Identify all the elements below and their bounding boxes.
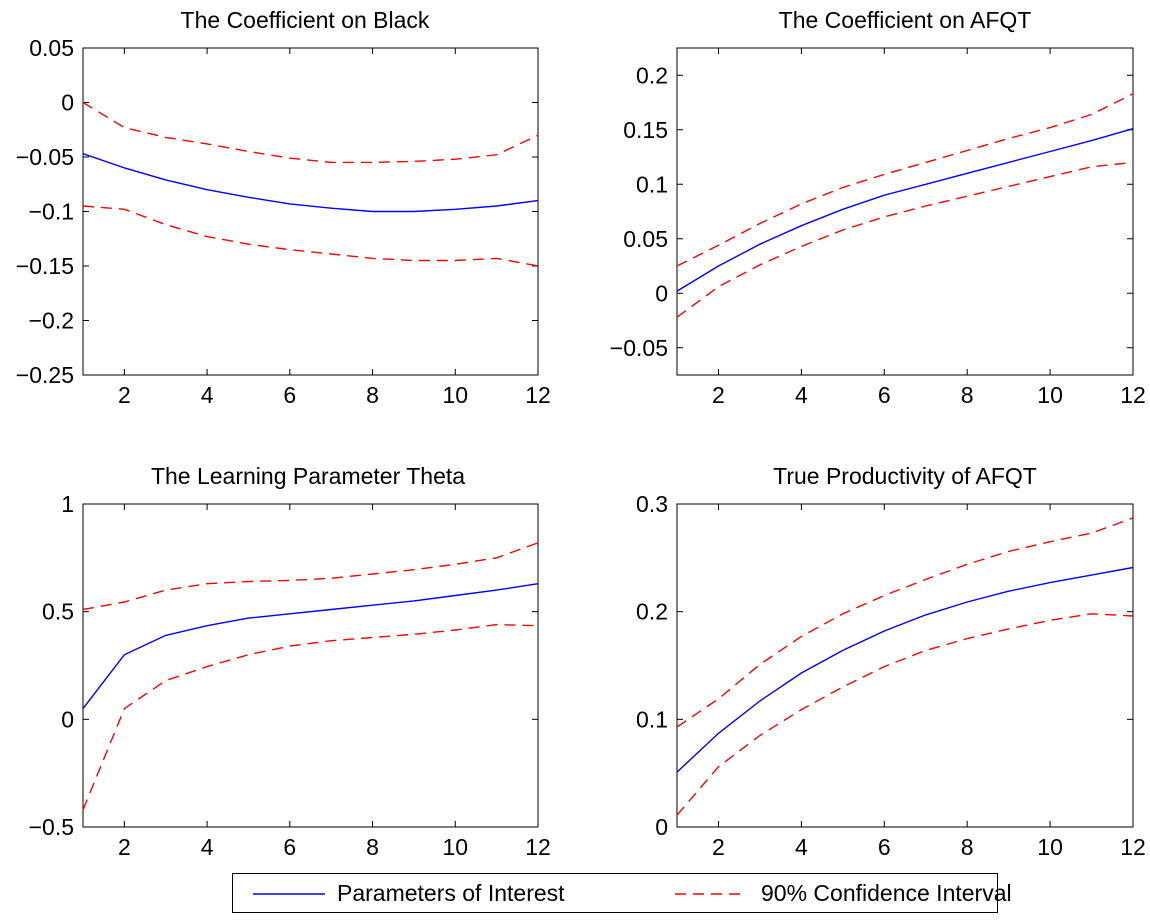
y-tick-label: 0: [61, 706, 74, 732]
x-tick-label: 8: [366, 834, 379, 860]
legend: Parameters of Interest 90% Confidence In…: [232, 873, 1012, 913]
x-tick-label: 10: [442, 834, 468, 860]
x-tick-label: 10: [1037, 834, 1063, 860]
chart-title: The Coefficient on AFQT: [779, 7, 1032, 33]
y-tick-label: 0.05: [623, 226, 668, 252]
series-line-ci-lower: [676, 613, 1134, 816]
x-tick-label: 6: [283, 382, 296, 408]
x-tick-label: 8: [366, 382, 379, 408]
y-tick-label: 0.1: [636, 706, 668, 732]
series-line-ci-lower: [676, 161, 1134, 318]
x-tick-label: 10: [442, 382, 468, 408]
y-tick-label: −0.2: [29, 308, 74, 334]
legend-label-parameters: Parameters of Interest: [337, 880, 565, 906]
x-tick-label: 4: [201, 382, 214, 408]
figure: The Coefficient on Black 2 4 6 8 10 12−0.25−0…: [16, 7, 1146, 860]
y-tick-label: 0.2: [636, 62, 668, 88]
y-tick-label: 0.05: [29, 35, 74, 61]
x-tick-label: 8: [961, 382, 974, 408]
y-tick-label: 1: [61, 491, 74, 517]
x-tick-label: 4: [795, 382, 808, 408]
series-line-parameters: [82, 153, 539, 213]
y-tick-label: −0.25: [16, 362, 74, 388]
series-line-ci-lower: [82, 205, 539, 267]
plot-area: [676, 503, 1134, 828]
subplot-black-coefficient: The Coefficient on Black 2 4 6 8 10 12 −0.25 −0…: [16, 7, 551, 408]
x-tick-label: 12: [1120, 382, 1146, 408]
x-tick-label: 8: [961, 834, 974, 860]
chart-title: The Learning Parameter Theta: [151, 463, 465, 489]
x-tick-label: 10: [1037, 382, 1063, 408]
x-tick-label: 2: [712, 834, 725, 860]
chart-title: True Productivity of AFQT: [773, 463, 1037, 489]
y-tick-label: −0.05: [610, 335, 668, 361]
plot-area: [82, 503, 539, 828]
subplot-learning-theta: The Learning Parameter Theta 2 4 6 8 10 12−0.…: [29, 463, 551, 860]
chart-title: The Coefficient on Black: [181, 7, 430, 33]
series-line-ci-lower: [82, 623, 539, 811]
x-tick-label: 12: [525, 382, 551, 408]
subplot-true-productivity: True Productivity of AFQT 2 4 6 8 10 12 0 0.1 0.…: [636, 463, 1146, 860]
y-tick-label: 0: [61, 90, 74, 116]
y-tick-label: −0.05: [16, 144, 74, 170]
x-tick-label: 12: [1120, 834, 1146, 860]
y-tick-label: 0.3: [636, 491, 668, 517]
subplot-afqt-coefficient: The Coefficient on AFQT 2 4 6 8 10 12 −0.05 0 0.…: [610, 7, 1146, 408]
x-tick-label: 6: [878, 834, 891, 860]
y-tick-label: 0.5: [42, 599, 74, 625]
x-tick-label: 2: [712, 382, 725, 408]
series-line-ci-upper: [82, 101, 539, 164]
x-tick-label: 6: [878, 382, 891, 408]
x-tick-label: 4: [201, 834, 214, 860]
series-line-parameters: [676, 566, 1134, 773]
series-line-parameters: [82, 583, 539, 710]
y-tick-label: 0.2: [636, 599, 668, 625]
series-line-ci-upper: [676, 517, 1134, 728]
x-tick-label: 4: [795, 834, 808, 860]
x-tick-label: 2: [118, 834, 131, 860]
legend-label-confidence: 90% Confidence Interval: [761, 880, 1012, 906]
x-tick-label: 6: [283, 834, 296, 860]
x-tick-label: 2: [118, 382, 131, 408]
series-line-parameters: [676, 128, 1134, 292]
y-tick-label: −0.1: [29, 199, 74, 225]
y-tick-label: 0.15: [623, 117, 668, 143]
y-tick-label: −0.15: [16, 253, 74, 279]
y-tick-label: −0.5: [29, 814, 74, 840]
y-tick-label: 0.1: [636, 171, 668, 197]
y-tick-label: 0: [655, 280, 668, 306]
x-tick-label: 12: [525, 834, 551, 860]
series-line-ci-upper: [676, 93, 1134, 267]
series-line-ci-upper: [82, 542, 539, 611]
plot-area: [82, 47, 539, 376]
y-tick-label: 0: [655, 814, 668, 840]
